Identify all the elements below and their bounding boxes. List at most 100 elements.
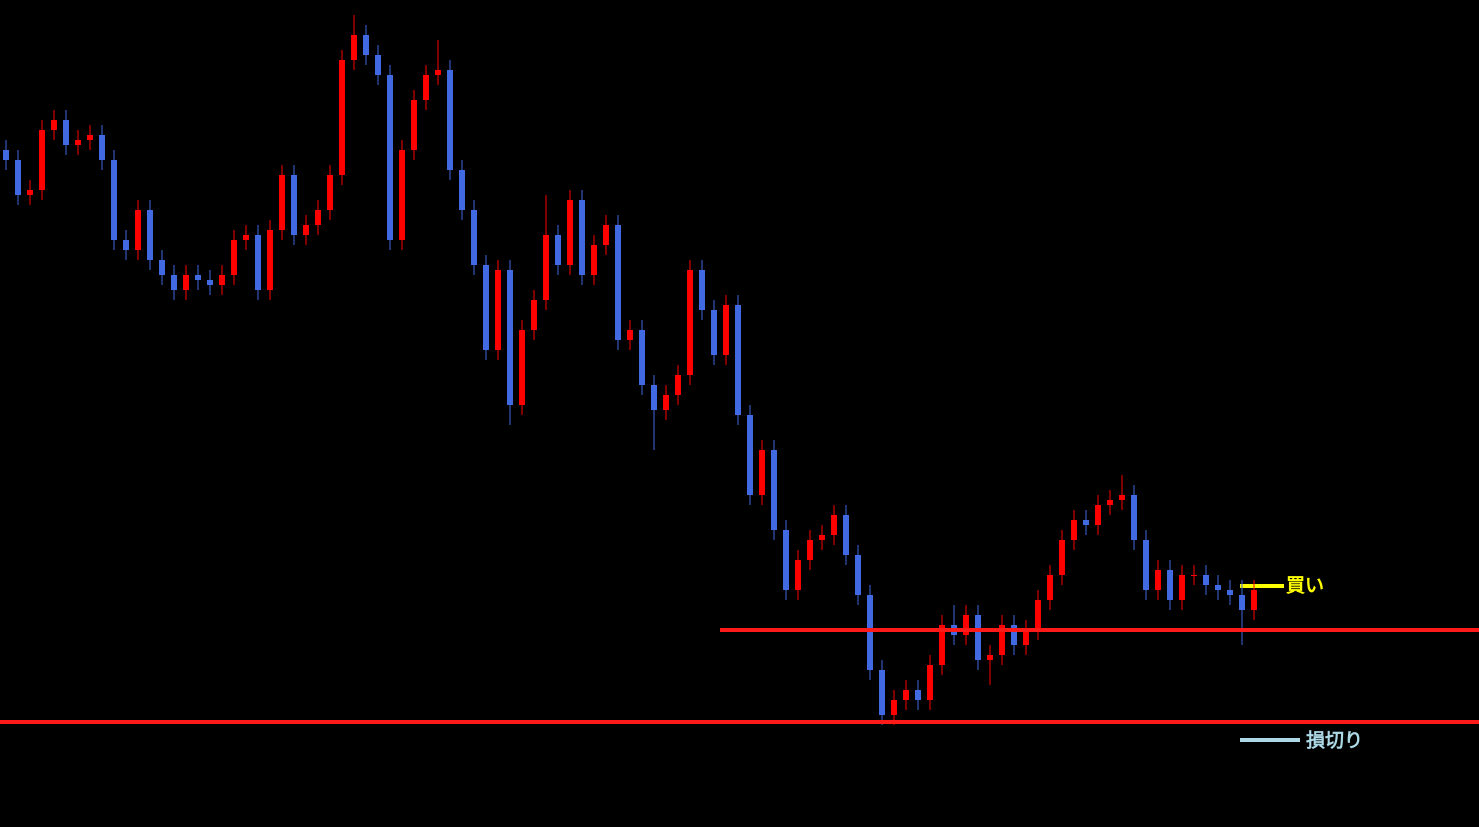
candle-body (1215, 585, 1221, 590)
candle-body (1191, 575, 1197, 576)
candle-body (711, 310, 717, 355)
stop-label: 損切り (1306, 730, 1363, 752)
candle-body (699, 270, 705, 310)
candle-body (1179, 575, 1185, 600)
candle-body (315, 210, 321, 225)
candle-body (243, 235, 249, 240)
candle-body (387, 75, 393, 240)
candle-body (879, 670, 885, 715)
candle-body (519, 330, 525, 405)
candle-body (111, 160, 117, 240)
candle-body (339, 60, 345, 175)
candle-body (615, 225, 621, 340)
candle-body (1095, 505, 1101, 525)
candle-body (1131, 495, 1137, 540)
candle-body (1167, 570, 1173, 600)
candle-body (687, 270, 693, 375)
candle-body (1011, 625, 1017, 645)
candle-body (543, 235, 549, 300)
candle-body (579, 200, 585, 275)
candle-body (939, 625, 945, 665)
candle-body (435, 70, 441, 75)
candle-body (675, 375, 681, 395)
candle-body (183, 275, 189, 290)
candle-body (423, 75, 429, 100)
candle-body (363, 35, 369, 55)
candle-body (27, 190, 33, 195)
candle-body (1203, 575, 1209, 585)
buy-label: 買い (1286, 575, 1324, 597)
candle-body (627, 330, 633, 340)
candle-body (555, 235, 561, 265)
candle-body (1143, 540, 1149, 590)
candle-body (507, 270, 513, 405)
candle-body (783, 530, 789, 590)
candle-body (999, 625, 1005, 655)
candle-body (459, 170, 465, 210)
candle-body (891, 700, 897, 715)
candle-body (75, 140, 81, 145)
candle-body (495, 270, 501, 350)
candle-body (1155, 570, 1161, 590)
candle-body (795, 560, 801, 590)
candle-body (915, 690, 921, 700)
candle-body (15, 160, 21, 195)
candle-body (1251, 590, 1257, 610)
candle-body (207, 280, 213, 285)
candle-body (807, 540, 813, 560)
candle-body (195, 275, 201, 280)
candle-body (843, 515, 849, 555)
candle-body (819, 535, 825, 540)
candle-body (1239, 595, 1245, 610)
candle-body (663, 395, 669, 410)
candle-body (3, 150, 9, 160)
candle-body (63, 120, 69, 145)
candle-body (723, 305, 729, 355)
candle-body (591, 245, 597, 275)
candle-body (351, 35, 357, 60)
candle-body (1047, 575, 1053, 600)
candle-body (1083, 520, 1089, 525)
candle-body (135, 210, 141, 250)
candle-body (471, 210, 477, 265)
candle-body (1071, 520, 1077, 540)
candle-body (603, 225, 609, 245)
candle-body (1059, 540, 1065, 575)
candle-body (87, 135, 93, 140)
candle-body (147, 210, 153, 260)
candle-body (855, 555, 861, 595)
candle-body (759, 450, 765, 495)
candle-body (411, 100, 417, 150)
candle-body (51, 120, 57, 130)
candle-body (963, 615, 969, 635)
candle-body (831, 515, 837, 535)
candle-body (927, 665, 933, 700)
candle-body (735, 305, 741, 415)
candle-body (303, 225, 309, 235)
candle-body (987, 655, 993, 660)
candle-body (639, 330, 645, 385)
candle-body (99, 135, 105, 160)
candle-body (1119, 495, 1125, 500)
candle-body (975, 615, 981, 660)
candle-body (399, 150, 405, 240)
candle-body (867, 595, 873, 670)
candle-body (1023, 630, 1029, 645)
candle-body (771, 450, 777, 530)
candle-body (39, 130, 45, 190)
candle-body (747, 415, 753, 495)
candle-body (327, 175, 333, 210)
candle-body (375, 55, 381, 75)
candle-body (567, 200, 573, 265)
candle-body (447, 70, 453, 170)
candle-body (123, 240, 129, 250)
candle-body (231, 240, 237, 275)
candle-body (171, 275, 177, 290)
candle-body (531, 300, 537, 330)
candle-body (483, 265, 489, 350)
candle-body (279, 175, 285, 230)
candle-body (1107, 500, 1113, 505)
candle-body (159, 260, 165, 275)
candle-body (291, 175, 297, 235)
